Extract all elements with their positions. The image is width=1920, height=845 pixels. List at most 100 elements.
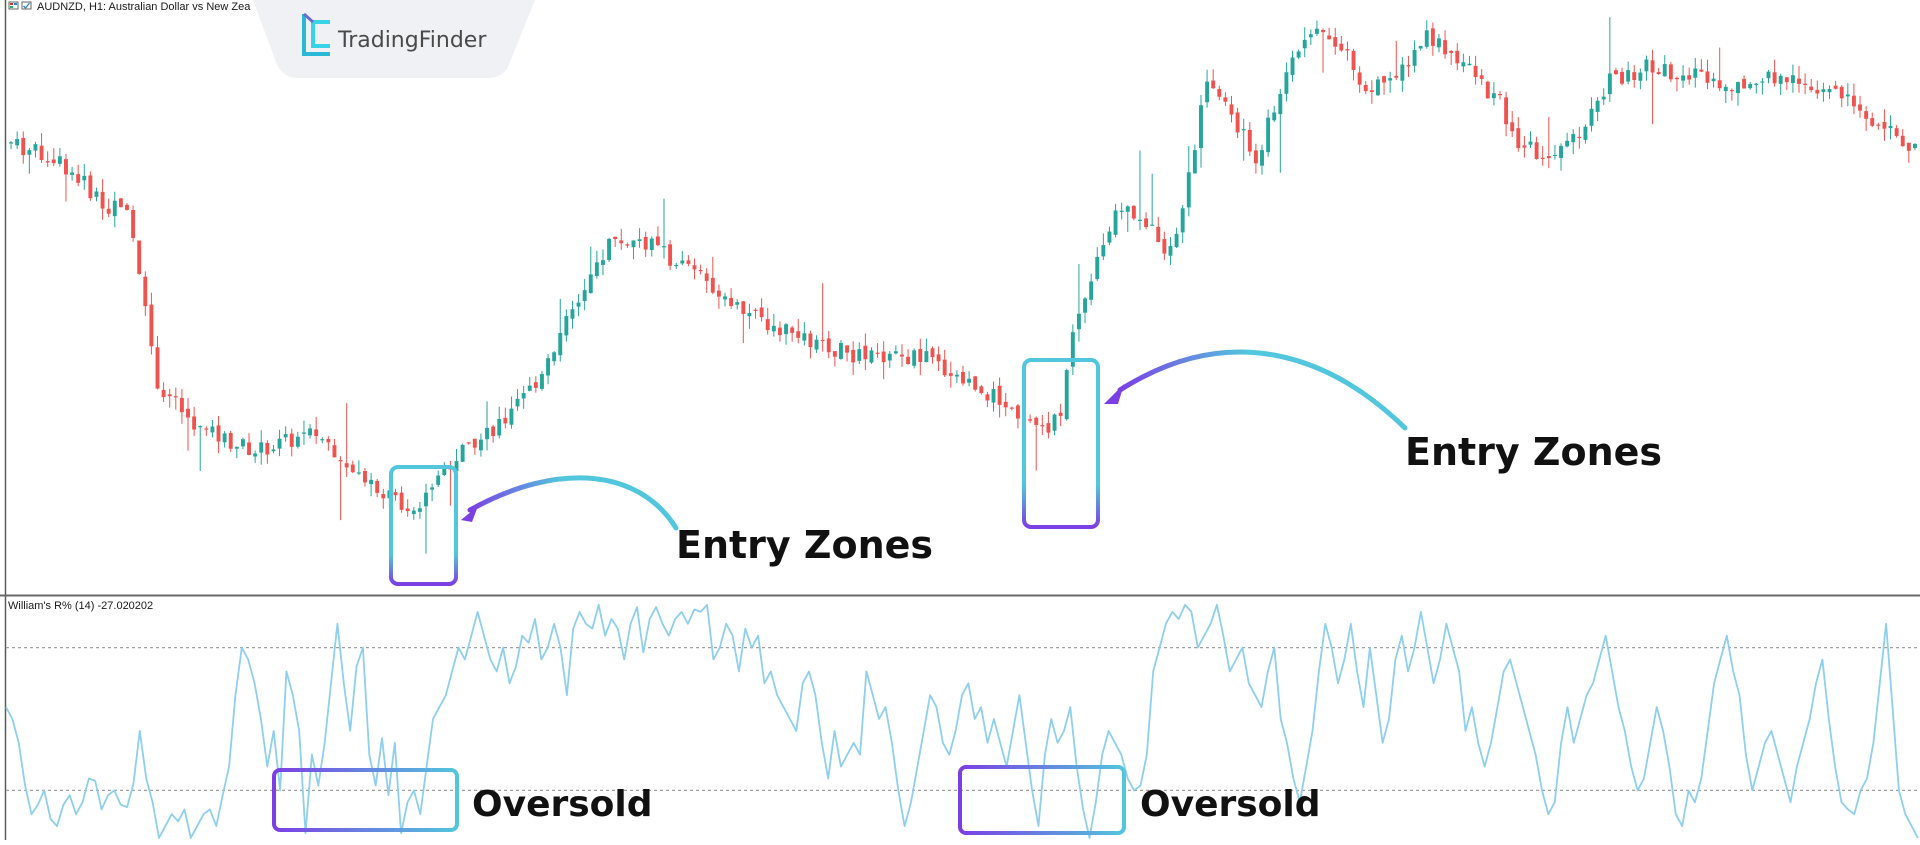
candle-bearish <box>472 438 477 448</box>
candle-bullish <box>954 374 959 377</box>
candle-bearish <box>668 244 673 266</box>
candle-bearish <box>332 445 337 458</box>
candle-bullish <box>478 439 483 451</box>
candle-bearish <box>155 347 160 389</box>
candle-bearish <box>1656 71 1661 75</box>
candle-bullish <box>839 342 843 359</box>
candle-bearish <box>76 174 81 183</box>
candle-bullish <box>1662 64 1667 77</box>
candle-bearish <box>375 480 380 493</box>
candle-bullish <box>1528 141 1533 145</box>
candle-bearish <box>1485 81 1490 99</box>
candle-bearish <box>918 349 923 362</box>
candle-bearish <box>1516 128 1521 149</box>
candle-bullish <box>417 508 422 512</box>
candle-bearish <box>942 359 947 376</box>
candle-bullish <box>991 389 996 403</box>
candle-bearish <box>985 394 990 401</box>
candle-bullish <box>94 191 99 197</box>
candle-bearish <box>64 159 68 175</box>
candle-bearish <box>1034 417 1039 425</box>
chart-grid-icon[interactable] <box>8 1 19 10</box>
candle-bearish <box>173 396 178 398</box>
candle-bullish <box>240 439 245 447</box>
candle-bearish <box>314 429 319 437</box>
candle-bullish <box>198 426 203 428</box>
candle-bearish <box>1864 111 1869 119</box>
candle-bullish <box>277 438 282 449</box>
candle-bullish <box>1119 210 1124 212</box>
candle-bullish <box>601 260 605 265</box>
candle-bullish <box>1260 150 1264 166</box>
candle-bearish <box>777 327 782 336</box>
candle-bearish <box>1729 90 1734 92</box>
candle-bullish <box>1314 28 1319 34</box>
candle-bearish <box>363 470 367 483</box>
candle-bearish <box>741 301 746 314</box>
chart-properties-icon[interactable] <box>21 1 32 10</box>
candle-bullish <box>302 432 306 434</box>
candle-bullish <box>887 353 892 361</box>
candle-bearish <box>1540 157 1545 160</box>
candle-bearish <box>1510 122 1515 132</box>
candle-bullish <box>1736 82 1740 94</box>
candle-bearish <box>1870 118 1875 126</box>
candle-bearish <box>961 372 965 384</box>
candle-bearish <box>399 492 404 510</box>
candle-bearish <box>137 240 142 274</box>
candle-bearish <box>192 416 197 430</box>
candle-bullish <box>649 238 654 250</box>
candle-bullish <box>631 240 636 248</box>
candle-bullish <box>1186 172 1191 208</box>
candle-bullish <box>259 442 264 453</box>
candle-bullish <box>308 428 313 436</box>
candle-bearish <box>1620 71 1624 84</box>
candle-bullish <box>1626 70 1631 82</box>
candle-bearish <box>21 137 26 156</box>
candle-bearish <box>289 433 294 447</box>
candle-bullish <box>460 444 465 462</box>
candle-bearish <box>1003 401 1008 408</box>
oversold-label-1: Oversold <box>472 784 653 825</box>
candle-bullish <box>558 333 563 356</box>
candle-bullish <box>485 427 489 440</box>
candle-bearish <box>131 210 136 238</box>
candle-bullish <box>1790 75 1795 84</box>
candle-bearish <box>204 428 209 430</box>
candle-bearish <box>1534 142 1539 159</box>
candle-bearish <box>930 348 935 358</box>
chart-title: AUDNZD, H1: Australian Dollar vs New Zea <box>37 1 251 13</box>
candle-bearish <box>326 438 331 443</box>
candle-bullish <box>1302 39 1307 49</box>
candle-bearish <box>1321 29 1325 33</box>
candle-bearish <box>1015 405 1020 419</box>
candle-bullish <box>70 172 75 175</box>
candle-bullish <box>1644 59 1649 72</box>
candle-bullish <box>1125 206 1130 212</box>
candle-bearish <box>247 442 251 455</box>
candle-bullish <box>1437 38 1441 48</box>
candle-bearish <box>729 297 734 306</box>
candle-bullish <box>509 408 514 425</box>
candle-bullish <box>1754 83 1759 86</box>
candle-bearish <box>796 331 801 338</box>
candle-bullish <box>857 349 862 361</box>
candle-bearish <box>936 354 941 362</box>
candle-bullish <box>356 472 361 474</box>
candle-bearish <box>686 260 691 264</box>
entry-zone-box-1 <box>389 465 458 586</box>
candle-bullish <box>1827 89 1832 93</box>
candle-bullish <box>1565 140 1570 147</box>
candle-bearish <box>900 354 904 357</box>
candle-bearish <box>1894 128 1899 136</box>
candle-bullish <box>1192 150 1197 174</box>
candle-bearish <box>1876 124 1881 126</box>
candle-bearish <box>997 385 1002 405</box>
candle-bullish <box>784 324 788 335</box>
candle-bullish <box>1284 72 1289 94</box>
candle-bullish <box>1748 84 1753 89</box>
candle-bullish <box>1107 231 1112 243</box>
candle-bearish <box>106 208 111 214</box>
candle-bullish <box>1424 30 1429 47</box>
candle-bearish <box>125 204 129 210</box>
